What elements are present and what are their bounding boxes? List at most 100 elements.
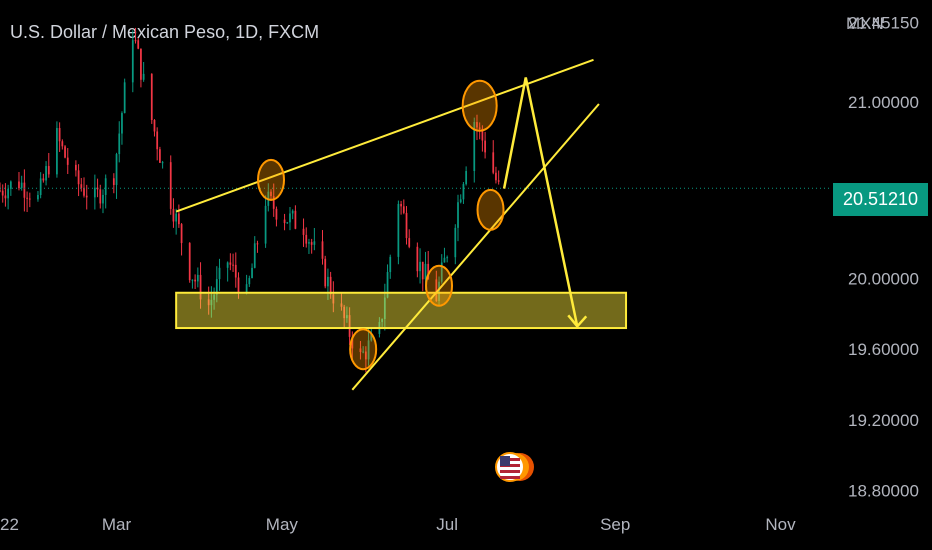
candle-body (61, 141, 64, 147)
candle-body (112, 178, 115, 185)
candle-body (253, 243, 256, 268)
upper-trendline (175, 58, 594, 213)
candle-body (172, 208, 175, 222)
candle-body (264, 205, 267, 244)
candle-body (137, 40, 140, 49)
x-tick-label: Nov (765, 515, 796, 534)
touch-circle (257, 158, 286, 201)
candle-body (123, 82, 126, 114)
candle-body (364, 351, 367, 360)
candle-body (26, 197, 28, 199)
candle-body (405, 212, 408, 239)
candle-body (121, 113, 123, 134)
candle-body (495, 172, 497, 181)
candle-body (251, 267, 253, 279)
candle-body (402, 206, 405, 213)
candle-body (294, 210, 297, 229)
candle-body (85, 195, 88, 198)
candle-body (438, 281, 440, 301)
candle-body (348, 315, 351, 337)
lower-trendline (351, 103, 600, 391)
candle-body (9, 181, 12, 189)
candle-body (457, 202, 459, 228)
touch-circle (425, 264, 454, 307)
y-tick-label: 21.45150 (848, 14, 919, 33)
candle-body (305, 234, 308, 244)
candle-body (400, 203, 402, 207)
candle-body (443, 257, 446, 263)
candle-body (131, 40, 134, 83)
candle-body (492, 152, 495, 173)
candle-body (180, 224, 183, 244)
candle-body (327, 276, 329, 287)
candle-body (93, 187, 96, 198)
y-tick-label: 21.00000 (848, 93, 919, 112)
candle-body (245, 284, 248, 293)
candle-body (473, 122, 476, 172)
candle-body (427, 263, 430, 280)
candle-body (435, 279, 438, 301)
us-flag-icon[interactable] (495, 452, 534, 482)
candle-body (389, 256, 392, 273)
x-axis: 2022 Mar May Jul Sep Nov (0, 515, 796, 534)
candle-body (454, 227, 457, 258)
candle-body (215, 279, 218, 295)
candle-body (383, 297, 386, 319)
candle-body (478, 127, 481, 129)
candle-body (370, 333, 373, 341)
candle-body (446, 257, 449, 259)
candle-body (28, 198, 31, 200)
candle-body (362, 351, 365, 353)
candle-body (210, 299, 213, 306)
candle-body (45, 166, 47, 181)
last-price-label: 20.51210 (833, 183, 928, 216)
candle-body (159, 149, 161, 163)
y-tick-label: 19.60000 (848, 340, 919, 359)
candle-body (140, 48, 142, 80)
candle-body (0, 190, 1, 192)
candle-body (321, 241, 324, 259)
candle-body (476, 122, 478, 128)
candle-body (310, 242, 313, 245)
candle-body (459, 199, 462, 203)
candle-body (308, 242, 310, 244)
candle-body (440, 262, 443, 282)
x-tick-label: 2022 (0, 515, 19, 534)
candle-body (340, 303, 343, 307)
candles-layer (0, 27, 832, 373)
candle-body (83, 187, 85, 196)
candle-body (4, 195, 7, 199)
touch-circle (476, 188, 505, 231)
candle-body (351, 336, 354, 349)
x-tick-label: Jul (436, 515, 458, 534)
candle-body (102, 194, 104, 204)
candle-body (397, 203, 400, 257)
candle-body (7, 188, 10, 199)
candle-body (1, 190, 4, 196)
candle-body (329, 276, 332, 295)
y-tick-label: 18.80000 (848, 481, 919, 500)
candle-body (234, 264, 237, 278)
candle-body (256, 243, 259, 245)
candle-body (324, 258, 327, 287)
candle-body (465, 171, 468, 185)
candle-body (153, 120, 156, 132)
candle-body (424, 263, 427, 280)
candle-body (313, 241, 316, 245)
x-tick-label: May (266, 515, 299, 534)
candle-body (77, 170, 80, 185)
candle-body (191, 279, 194, 281)
candle-body (18, 181, 20, 189)
candle-body (58, 128, 61, 142)
candle-body (156, 131, 159, 150)
candle-body (481, 128, 484, 141)
candle-body (332, 294, 335, 304)
candle-body (150, 73, 153, 121)
candle-body (218, 267, 221, 280)
candle-body (66, 157, 69, 165)
candle-body (291, 210, 294, 214)
annotations-layer (175, 58, 628, 391)
candle-body (207, 299, 210, 306)
candle-body (367, 340, 370, 360)
